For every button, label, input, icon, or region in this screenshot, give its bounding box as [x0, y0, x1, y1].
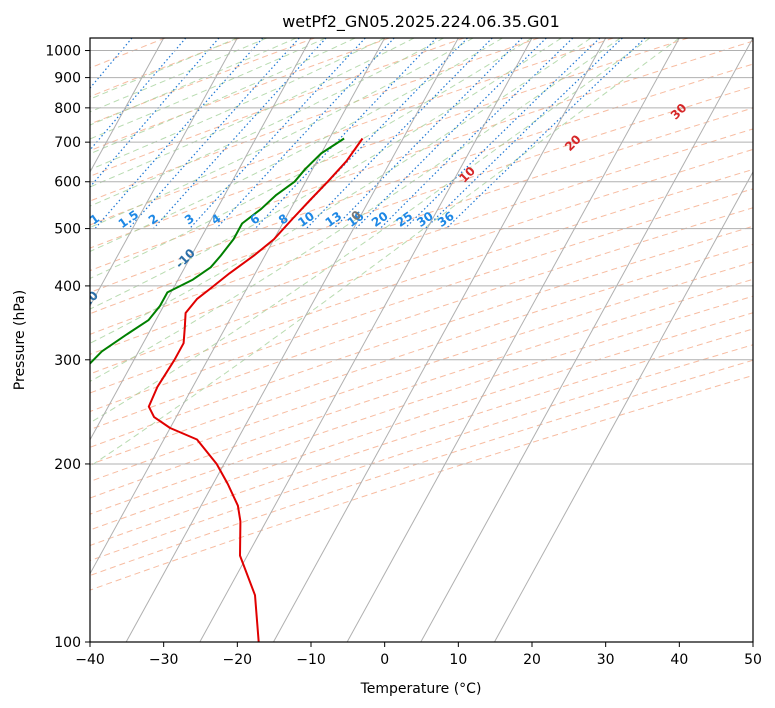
moist-adiabat-line [90, 38, 621, 383]
isotherm-line [273, 38, 607, 642]
isotherm-line [346, 38, 680, 642]
dry-adiabat-line [90, 359, 753, 577]
moist-adiabat-line [90, 38, 592, 344]
isotherm-line [90, 38, 238, 307]
x-axis-label: Temperature (°C) [360, 681, 482, 697]
moist-adiabat-line [90, 38, 651, 424]
dry-adiabat-line [90, 278, 753, 499]
dry-adiabat-line [90, 128, 753, 355]
dry-adiabat-line [90, 243, 753, 466]
y-tick-label: 100 [54, 635, 81, 651]
mixing-ratio-line [355, 38, 547, 230]
mixing-ratio-line [333, 38, 523, 230]
isotherm-line [90, 38, 165, 173]
y-tick-label: 900 [54, 71, 81, 87]
mixing-ratio-line [424, 38, 623, 230]
moist-adiabat-line [90, 38, 533, 280]
plot-frame [89, 37, 754, 643]
dry-adiabat-line [90, 63, 753, 293]
mixing-ratio-line [128, 38, 300, 229]
isotherm-line [494, 170, 753, 642]
moist-adiabat-line [90, 38, 415, 188]
dewpoint-profile-line [90, 137, 345, 365]
mixing-ratio-line [305, 38, 493, 230]
x-tick-label: −40 [75, 652, 105, 668]
y-tick-label: 800 [54, 101, 81, 117]
y-tick-label: 700 [54, 135, 81, 151]
isotherm-line [199, 38, 533, 642]
y-tick-label: 200 [54, 457, 81, 473]
dry-adiabat-line [90, 38, 539, 202]
isotherm-line [90, 38, 312, 441]
x-tick-label: −20 [223, 652, 253, 668]
isotherm-line [125, 38, 459, 642]
moist-adiabat-line [90, 38, 356, 155]
moist-adiabat-line [90, 38, 680, 467]
moist-adiabat-line [90, 38, 474, 229]
dry-adiabat-line [90, 107, 753, 335]
y-tick-label: 300 [54, 353, 81, 369]
moist-adiabat-line [90, 38, 326, 140]
moist-adiabat-line [90, 38, 562, 310]
moist-adiabat-line [90, 38, 444, 207]
dry-adiabat-line [90, 168, 753, 394]
x-tick-label: −10 [296, 652, 326, 668]
y-axis-label: Pressure (hPa) [12, 290, 28, 390]
y-tick-label: 400 [54, 279, 81, 295]
x-tick-label: 30 [597, 652, 615, 668]
dry-adiabat-line [90, 328, 753, 547]
isotherm-line [420, 38, 753, 642]
dry-adiabat-line [90, 225, 753, 448]
dry-adiabat-line [90, 38, 390, 152]
mixing-ratio-line [254, 38, 437, 230]
x-tick-label: 0 [380, 652, 389, 668]
x-tick-label: −30 [149, 652, 179, 668]
x-tick-label: 40 [670, 652, 688, 668]
dry-adiabat-line [90, 148, 753, 375]
dry-adiabat-line [90, 188, 753, 413]
x-tick-label: 20 [523, 652, 541, 668]
x-tick-label: 50 [744, 652, 762, 668]
dry-adiabat-line [90, 38, 465, 177]
y-tick-label: 1000 [45, 44, 81, 60]
dry-adiabat-line [90, 38, 614, 226]
temperature-profile-line [147, 137, 364, 642]
dry-adiabat-line [90, 312, 753, 531]
dry-adiabat-label: -20 [76, 288, 101, 313]
chart-title: wetPf2_GN05.2025.224.06.35.G01 [282, 12, 560, 32]
y-tick-label: 600 [54, 175, 81, 191]
moist-adiabat-line [90, 38, 503, 252]
dry-adiabat-line [90, 85, 753, 315]
y-tick-label: 500 [54, 222, 81, 238]
isotherm-line [90, 38, 386, 575]
x-tick-label: 10 [449, 652, 467, 668]
mixing-ratio-line [189, 38, 366, 229]
dry-adiabat-line [90, 38, 689, 249]
mixing-ratio-line [94, 38, 264, 229]
mixing-ratio-line [404, 38, 601, 230]
